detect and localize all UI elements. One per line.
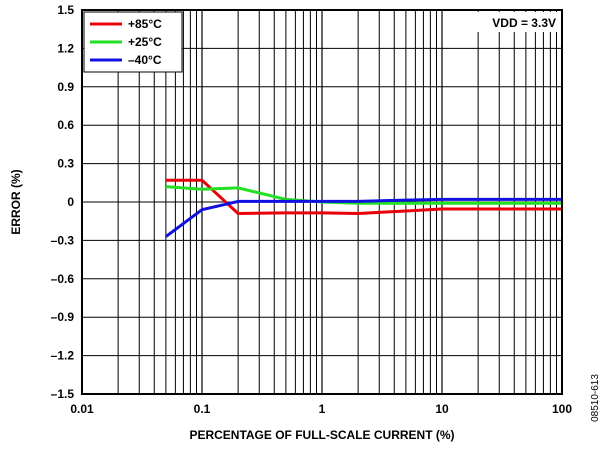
y-tick-label: 0.6 [57, 118, 74, 132]
y-tick-label: 1.5 [57, 3, 74, 17]
tick-labels: 1.5 1.2 0.9 0.6 0.3 0 –0.3 –0.6 –0.9 –1.2 –1.50.01… [51, 3, 573, 416]
x-tick-label: 0.1 [194, 402, 211, 416]
legend: +85°C +25°C –40°C [83, 11, 183, 73]
y-tick-label: –0.6 [51, 272, 75, 286]
y-tick-label: –1.5 [51, 387, 75, 401]
series-line-0 [165, 178, 562, 215]
y-tick-label: 1.2 [57, 41, 74, 55]
legend-label: +85°C [128, 17, 162, 31]
y-tick-label: –0.9 [51, 310, 75, 324]
x-axis-label: PERCENTAGE OF FULL-SCALE CURRENT (%) [189, 428, 454, 442]
y-tick-label: 0.3 [57, 157, 74, 171]
legend-label: –40°C [128, 53, 162, 67]
y-tick-label: –0.3 [51, 233, 75, 247]
annotation-box [470, 12, 560, 32]
x-tick-label: 10 [435, 402, 449, 416]
y-tick-label: –1.2 [51, 349, 75, 363]
x-tick-label: 1 [319, 402, 326, 416]
x-tick-label: 100 [552, 402, 572, 416]
vdd-annotation: VDD = 3.3V [492, 16, 556, 30]
y-axis-label: ERROR (%) [9, 169, 23, 234]
x-tick-label: 0.01 [70, 402, 94, 416]
y-tick-label: 0.9 [57, 80, 74, 94]
y-tick-label: 0 [67, 195, 74, 209]
annotation: VDD = 3.3V [470, 12, 560, 32]
series-line-1 [165, 185, 562, 205]
plot-frame [81, 9, 563, 395]
series-line-2 [165, 197, 562, 238]
legend-label: +25°C [128, 35, 162, 49]
figure-id: 08510-613 [590, 374, 601, 422]
series-lines [165, 178, 562, 238]
